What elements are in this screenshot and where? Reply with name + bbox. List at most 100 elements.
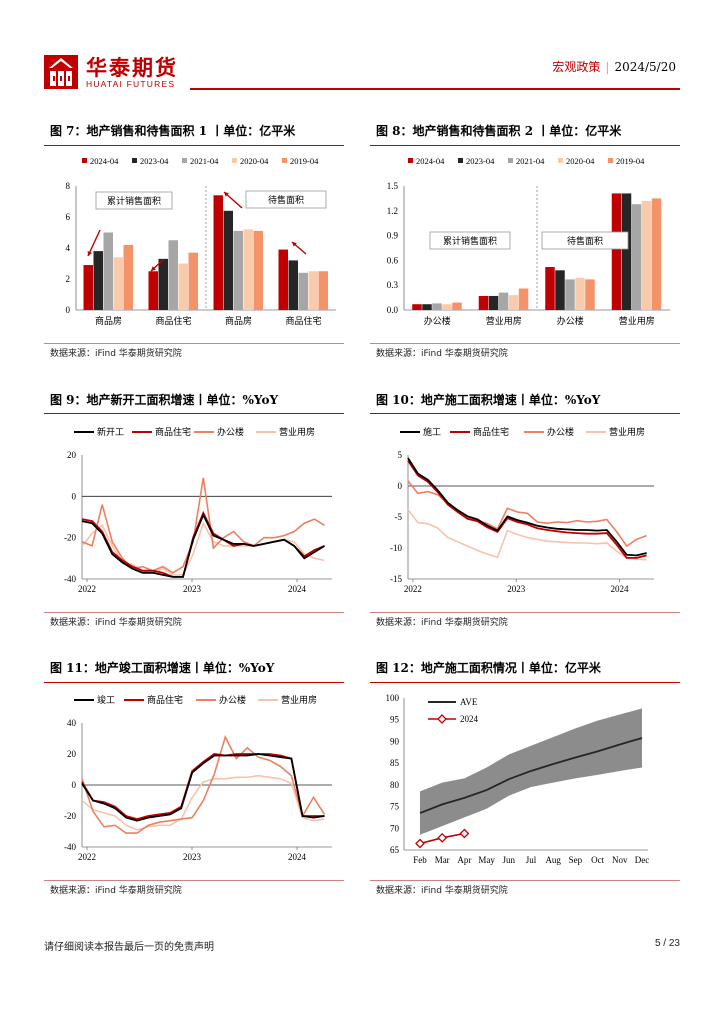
series-line-办公楼 (81, 734, 326, 834)
legend-label: AVE (460, 697, 478, 707)
y-tick-label: 6 (66, 212, 71, 222)
bar (233, 230, 243, 310)
source-rule (44, 343, 344, 344)
series-line-营业用房 (407, 509, 647, 561)
figure-title-10: 图 10：地产施工面积增速丨单位：%YoY (376, 393, 601, 407)
source-rule (370, 343, 680, 344)
legend-label: 2020-04 (566, 156, 595, 166)
chart-sales-inventory-1: 2024-04 2023-04 2021-04 2020-04 2019-04 0 2 4 6 8… (66, 156, 336, 327)
annotation-label: 待售面积 (268, 194, 304, 206)
source-rule (44, 612, 344, 613)
bar (168, 240, 178, 310)
legend-label: 2024-04 (90, 156, 119, 166)
chart-new-starts-yoy: 新开工 商品住宅 办公楼 营业用房 -40 -20 0 20 2022 2023 2024 (64, 426, 332, 594)
legend-swatch (608, 158, 613, 163)
x-tick-label: 营业用房 (486, 315, 522, 327)
x-tick-label: Nov (612, 855, 628, 865)
y-tick-label: 1.5 (387, 181, 399, 191)
legend-label: 2021-04 (516, 156, 545, 166)
header-meta: 宏观政策 | 2024/5/20 (552, 58, 676, 75)
legend-swatch (282, 158, 287, 163)
figure-rule (44, 682, 344, 683)
arrow-head (87, 251, 93, 256)
annotation-box (95, 191, 173, 210)
x-tick-label: Apr (457, 855, 471, 865)
series-line-新开工 (81, 512, 325, 578)
x-tick-label: 办公楼 (557, 315, 584, 327)
x-tick-label: Jun (503, 855, 516, 865)
source-rule (370, 612, 680, 613)
bar (148, 271, 158, 310)
chart-construction-area: 65 70 75 80 85 90 95 100 Feb Mar Apr May Jun Jul Aug Se… (386, 693, 650, 865)
bar (621, 193, 632, 310)
legend-label: 2024-04 (416, 156, 445, 166)
x-tick-label: 营业用房 (619, 315, 655, 327)
figure-title-12: 图 12：地产施工面积情况丨单位：亿平米 (376, 661, 601, 675)
data-marker-2024 (437, 832, 448, 843)
y-tick-label: -20 (64, 811, 76, 821)
report-date: 2024/5/20 (614, 60, 676, 74)
x-tick-label: 2023 (183, 584, 202, 594)
y-tick-label: 0.6 (387, 255, 399, 265)
section-label: 宏观政策 (552, 60, 601, 74)
series-line-营业用房 (81, 774, 325, 831)
annotation-box (541, 231, 629, 250)
bar (555, 270, 565, 310)
bar (178, 263, 188, 310)
legend-label: 2020-04 (240, 156, 269, 166)
bar (298, 272, 308, 310)
bar (93, 251, 103, 310)
x-tick-label: 办公楼 (424, 315, 451, 327)
series-line-办公楼 (81, 477, 325, 574)
series-line-AVE (419, 737, 643, 814)
bar (158, 258, 168, 310)
bar (213, 195, 223, 310)
y-tick-label: 70 (390, 823, 400, 833)
bar (545, 267, 555, 310)
annotation-label: 累计销售面积 (443, 235, 497, 247)
annotation-label: 待售面积 (567, 235, 603, 247)
annotation-box (245, 190, 327, 209)
source-note: 数据来源：iFind 华泰期货研究院 (376, 618, 508, 628)
bar (113, 257, 123, 310)
y-tick-label: 4 (66, 243, 71, 253)
source-rule (370, 880, 680, 881)
legend-label: 营业用房 (279, 426, 315, 438)
x-tick-label: 商品房 (95, 315, 122, 327)
legend-label: 办公楼 (219, 694, 246, 706)
source-rule (44, 880, 344, 881)
y-tick-label: 0 (398, 481, 403, 491)
y-tick-label: 65 (390, 845, 400, 855)
figure-title-7: 图 7：地产销售和待售面积 1 丨单位：亿平米 (50, 124, 296, 138)
x-tick-label: Sep (569, 855, 583, 865)
bar (498, 292, 509, 310)
bar (253, 230, 263, 310)
bar (412, 304, 422, 310)
bar (478, 295, 489, 310)
chart-completions-yoy: 竣工 商品住宅 办公楼 营业用房 -40 -20 0 20 40 2022 2023 2024 (64, 694, 332, 862)
bar (641, 200, 652, 310)
legend-swatch (82, 158, 87, 163)
y-tick-label: 100 (386, 693, 400, 703)
legend-label: 施工 (423, 426, 441, 438)
legend-swatch (132, 158, 137, 163)
source-note: 数据来源：iFind 华泰期货研究院 (376, 349, 508, 359)
x-tick-label: 商品住宅 (285, 315, 321, 327)
legend-label: 办公楼 (217, 426, 244, 438)
series-line-商品住宅 (407, 460, 647, 559)
legend-swatch (558, 158, 563, 163)
x-tick-label: 2022 (78, 584, 96, 594)
footer-disclaimer: 请仔细阅读本报告最后一页的免责声明 (44, 942, 214, 953)
data-marker-2024 (459, 828, 470, 839)
legend-marker (437, 714, 447, 724)
bar (575, 277, 585, 310)
legend-swatch (232, 158, 237, 163)
source-note: 数据来源：iFind 华泰期货研究院 (376, 886, 508, 896)
legend-label: 商品住宅 (147, 694, 183, 706)
figure-rule (370, 145, 680, 146)
bar (243, 229, 253, 310)
x-tick-label: 商品房 (225, 315, 252, 327)
figure-rule (44, 145, 344, 146)
y-tick-label: 1.2 (387, 206, 398, 216)
bar (188, 252, 198, 310)
